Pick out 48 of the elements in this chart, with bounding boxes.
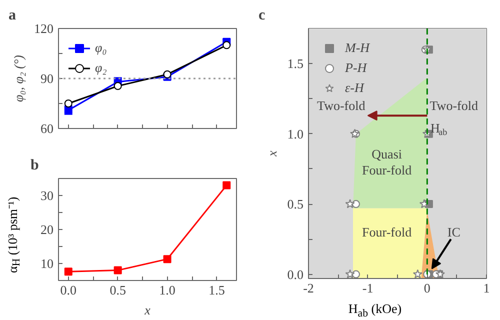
x-axis-title: x [144,302,151,318]
point [114,266,122,274]
y-tick-label: 10 [40,256,54,271]
x-tick-label: 0.5 [110,282,126,298]
point [352,270,360,278]
x-tick-label: 0 [424,280,430,296]
chart-title: c [258,8,266,24]
point [64,268,72,276]
point [163,70,172,78]
y-tick-label: 1.0 [287,126,304,142]
annotation: Quasi Four-fold [362,146,412,178]
x-axis-title: H$_{ab}$ (kOe) [347,300,403,320]
x-tick-label: -2 [303,280,314,296]
point [163,255,172,264]
y-axis-title: x [264,150,280,158]
point [345,269,355,278]
y-tick-label: 0.0 [287,266,304,282]
x-tick-label: 0.0 [60,282,77,298]
chart-title: b [30,158,39,174]
annotation: Four-fold [362,224,412,240]
x-tick-label: 1.5 [208,282,225,298]
legend-label: φ₂ [95,60,108,76]
point [352,200,360,208]
y-tick-label: 60 [40,121,54,136]
annotation: Two-fold [430,98,478,114]
point [412,269,422,278]
chart-title: a [8,8,16,24]
y-tick-label: 120 [34,21,54,36]
y-tick-label: 0.5 [287,196,304,212]
point [114,82,122,90]
point [345,199,355,208]
annotation: IC [447,224,460,240]
legend-label: M-H [345,40,370,56]
point [222,181,231,190]
y-tick-label: 20 [40,222,54,237]
annotation: Two-fold [317,98,366,114]
x-tick-label: 1.0 [159,282,176,298]
y-tick-label: 90 [40,71,54,86]
y-tick-label: 30 [40,188,54,203]
point [222,41,231,50]
x-tick-label: 1 [483,280,490,296]
point [64,100,72,108]
legend-label: φ₀ [95,40,108,56]
legend-label: ε-H [345,80,365,96]
y-axis-title: φ₀, φ₂ (°) [11,54,26,102]
x-tick-label: -1 [362,280,374,296]
y-tick-label: 1.5 [287,56,304,72]
legend-label: P-H [345,60,367,76]
